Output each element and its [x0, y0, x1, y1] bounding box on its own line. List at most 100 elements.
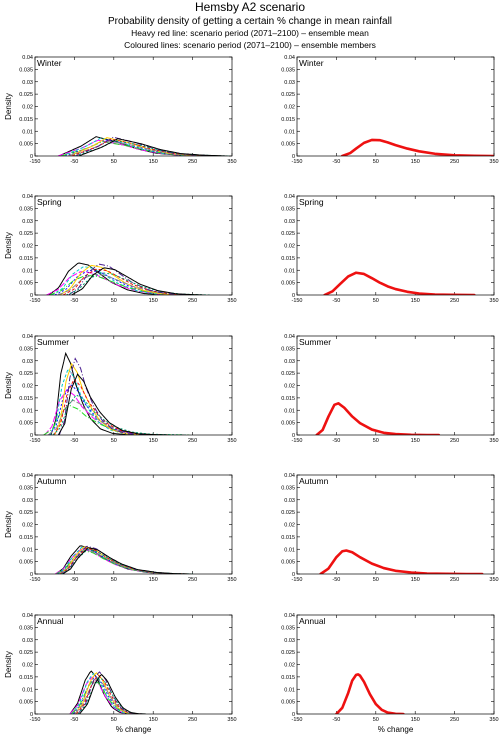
season-label: Autumn — [299, 476, 329, 486]
y-tick-label: 0.01 — [22, 547, 33, 553]
season-label: Spring — [299, 197, 324, 207]
y-tick-label: 0.04 — [284, 334, 295, 340]
plot-frame — [296, 56, 495, 157]
y-tick-label: 0.035 — [19, 67, 33, 73]
x-tick-label: 250 — [450, 438, 459, 444]
x-tick-label: -150 — [29, 438, 40, 444]
y-tick-label: 0 — [292, 293, 295, 299]
panel-annual-members: 0 0.005 0.01 0.015 0.02 0.025 0.03 0.035 0.04 -15… — [4, 613, 237, 734]
panel-spring-members: 0 0.005 0.01 0.015 0.02 0.025 0.03 0.035 0.04 -15… — [4, 194, 237, 304]
x-tick-label: -50 — [332, 717, 340, 723]
ensemble-mean-line — [341, 138, 494, 156]
season-label: Spring — [37, 197, 62, 207]
x-tick-label: 50 — [373, 159, 379, 165]
y-tick-label: 0 — [30, 154, 33, 160]
y-tick-label: 0 — [292, 433, 295, 439]
ensemble-member-line — [61, 137, 209, 156]
y-tick-label: 0.035 — [19, 346, 33, 352]
y-tick-label: 0.02 — [22, 384, 33, 390]
season-label: Winter — [299, 58, 324, 68]
ensemble-member-line — [52, 394, 187, 435]
y-tick-label: 0.005 — [281, 142, 295, 148]
y-tick-label: 0.035 — [281, 485, 295, 491]
y-tick-label: 0 — [30, 293, 33, 299]
x-tick-label: -150 — [29, 577, 40, 583]
x-tick-label: 150 — [411, 717, 420, 723]
plot-area — [315, 402, 441, 435]
y-tick-label: 0.04 — [284, 55, 295, 61]
y-tick-label: 0.01 — [284, 408, 295, 414]
x-tick-label: -150 — [291, 298, 302, 304]
y-tick-label: 0.025 — [281, 650, 295, 656]
y-tick-label: 0.02 — [22, 523, 33, 529]
season-label: Summer — [37, 337, 69, 347]
ensemble-mean-line — [323, 271, 476, 295]
x-tick-label: 50 — [373, 438, 379, 444]
x-tick-label: 350 — [489, 577, 498, 583]
y-axis-label: Density — [4, 511, 13, 538]
ensemble-mean-line — [335, 673, 405, 714]
plot-frame — [34, 474, 233, 575]
season-label: Winter — [37, 58, 62, 68]
x-tick-label: -50 — [332, 159, 340, 165]
x-tick-label: 50 — [111, 159, 117, 165]
x-tick-label: 250 — [450, 298, 459, 304]
x-tick-label: 350 — [489, 438, 498, 444]
x-tick-label: -50 — [70, 298, 78, 304]
y-tick-label: 0.02 — [22, 105, 33, 111]
ensemble-member-line — [57, 373, 168, 435]
y-tick-label: 0.03 — [22, 638, 33, 644]
plot-frame — [34, 195, 233, 296]
y-tick-label: 0.015 — [19, 675, 33, 681]
y-tick-label: 0 — [292, 154, 295, 160]
x-tick-label: 150 — [149, 298, 158, 304]
figure-subtitle: Probability density of getting a certain… — [108, 16, 392, 27]
y-tick-label: 0.035 — [281, 625, 295, 631]
x-tick-label: 150 — [411, 577, 420, 583]
y-tick-label: 0.03 — [284, 359, 295, 365]
figure-title: Hemsby A2 scenario — [195, 0, 305, 14]
ensemble-member-line — [69, 676, 138, 714]
x-tick-label: 350 — [227, 298, 236, 304]
x-tick-label: -150 — [291, 159, 302, 165]
x-tick-label: -50 — [70, 438, 78, 444]
y-tick-label: 0.01 — [22, 687, 33, 693]
x-tick-label: 50 — [373, 298, 379, 304]
y-tick-label: 0.015 — [19, 535, 33, 541]
x-tick-label: 50 — [111, 717, 117, 723]
ensemble-member-line — [47, 399, 188, 435]
y-tick-label: 0.04 — [22, 194, 33, 200]
y-axis-label: Density — [4, 232, 13, 259]
y-tick-label: 0.005 — [19, 281, 33, 287]
y-tick-label: 0.02 — [284, 663, 295, 669]
x-tick-label: 50 — [111, 577, 117, 583]
y-tick-label: 0.025 — [281, 231, 295, 237]
y-axis-label: Density — [4, 372, 13, 399]
y-tick-label: 0.01 — [284, 547, 295, 553]
y-tick-label: 0.005 — [19, 560, 33, 566]
ensemble-member-line — [50, 351, 136, 435]
y-tick-label: 0.005 — [281, 281, 295, 287]
x-axis-label: % change — [116, 725, 152, 734]
y-tick-label: 0.025 — [19, 650, 33, 656]
y-tick-label: 0.03 — [284, 638, 295, 644]
y-tick-label: 0.035 — [19, 625, 33, 631]
season-label: Summer — [299, 337, 331, 347]
y-tick-label: 0.03 — [284, 219, 295, 225]
y-tick-label: 0.02 — [284, 523, 295, 529]
x-tick-label: 350 — [227, 717, 236, 723]
panel-autumn-mean: 0 0.005 0.01 0.015 0.02 0.025 0.03 0.035 0.04 -15… — [281, 473, 498, 583]
x-tick-label: 250 — [188, 717, 197, 723]
panel-autumn-members: 0 0.005 0.01 0.015 0.02 0.025 0.03 0.035 0.04 -15… — [4, 473, 237, 583]
ensemble-member-line — [49, 274, 200, 295]
y-tick-label: 0.025 — [281, 92, 295, 98]
ensemble-member-line — [54, 548, 187, 574]
y-tick-label: 0 — [30, 572, 33, 578]
y-tick-label: 0.02 — [22, 244, 33, 250]
ensemble-mean-line — [315, 402, 441, 435]
y-tick-label: 0 — [30, 433, 33, 439]
figure-note-members: Coloured lines: scenario period (2071–21… — [124, 40, 376, 50]
y-tick-label: 0.005 — [281, 421, 295, 427]
y-tick-label: 0.03 — [22, 498, 33, 504]
